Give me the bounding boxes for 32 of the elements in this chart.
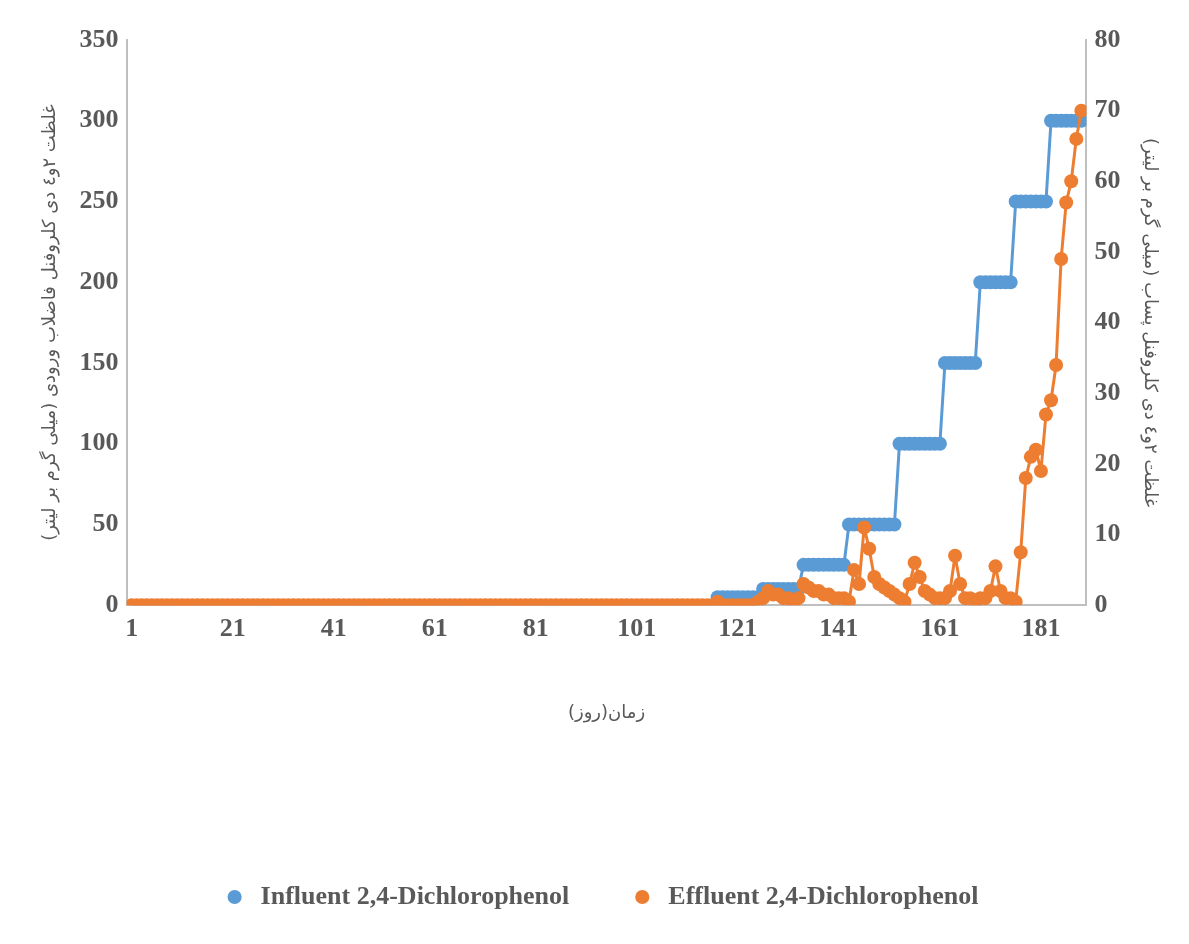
y2-tick-label: 50 (1094, 235, 1121, 265)
y2-tick-label: 30 (1094, 376, 1121, 406)
x-tick-label: 121 (718, 612, 758, 642)
x-tick-label: 81 (522, 612, 549, 642)
y-axis-title: غلظت ۲و٤ دی کلروفنل فاضلاب ورودی (میلی گرم بر لیتر) (38, 104, 61, 541)
y-tick-label: 200 (79, 265, 119, 295)
y2-tick-label: 10 (1094, 518, 1121, 548)
y-tick-label: 300 (79, 104, 119, 134)
y-tick-label: 0 (105, 588, 119, 618)
x-tick-label: 141 (819, 612, 859, 642)
y-tick-label: 100 (79, 427, 119, 457)
x-tick-label: 41 (320, 612, 347, 642)
y-tick-label: 250 (79, 185, 119, 215)
y2-tick-label: 80 (1094, 23, 1121, 53)
y2-tick-label: 40 (1094, 306, 1121, 336)
y-tick-label: 50 (92, 508, 119, 538)
x-tick-label: 61 (421, 612, 448, 642)
legend-label: Influent 2,4-Dichlorophenol (260, 880, 570, 910)
x-axis-title: زمان(روز) (567, 700, 646, 723)
y-tick-label: 350 (79, 23, 119, 53)
y2-axis-title: غلظت ۲و٤ دی کلروفنل پساب (میلی گرم بر لیتر) (1139, 138, 1162, 508)
legend-label: Effluent 2,4-Dichlorophenol (668, 880, 979, 910)
x-tick-label: 1 (125, 612, 139, 642)
y2-tick-label: 70 (1094, 94, 1121, 124)
y-tick-label: 150 (79, 346, 119, 376)
y2-tick-label: 60 (1094, 165, 1121, 195)
x-tick-label: 161 (920, 612, 960, 642)
x-tick-label: 101 (617, 612, 657, 642)
x-tick-label: 181 (1021, 612, 1061, 642)
y2-tick-label: 0 (1094, 588, 1108, 618)
y2-tick-label: 20 (1094, 447, 1121, 477)
x-tick-label: 21 (219, 612, 246, 642)
